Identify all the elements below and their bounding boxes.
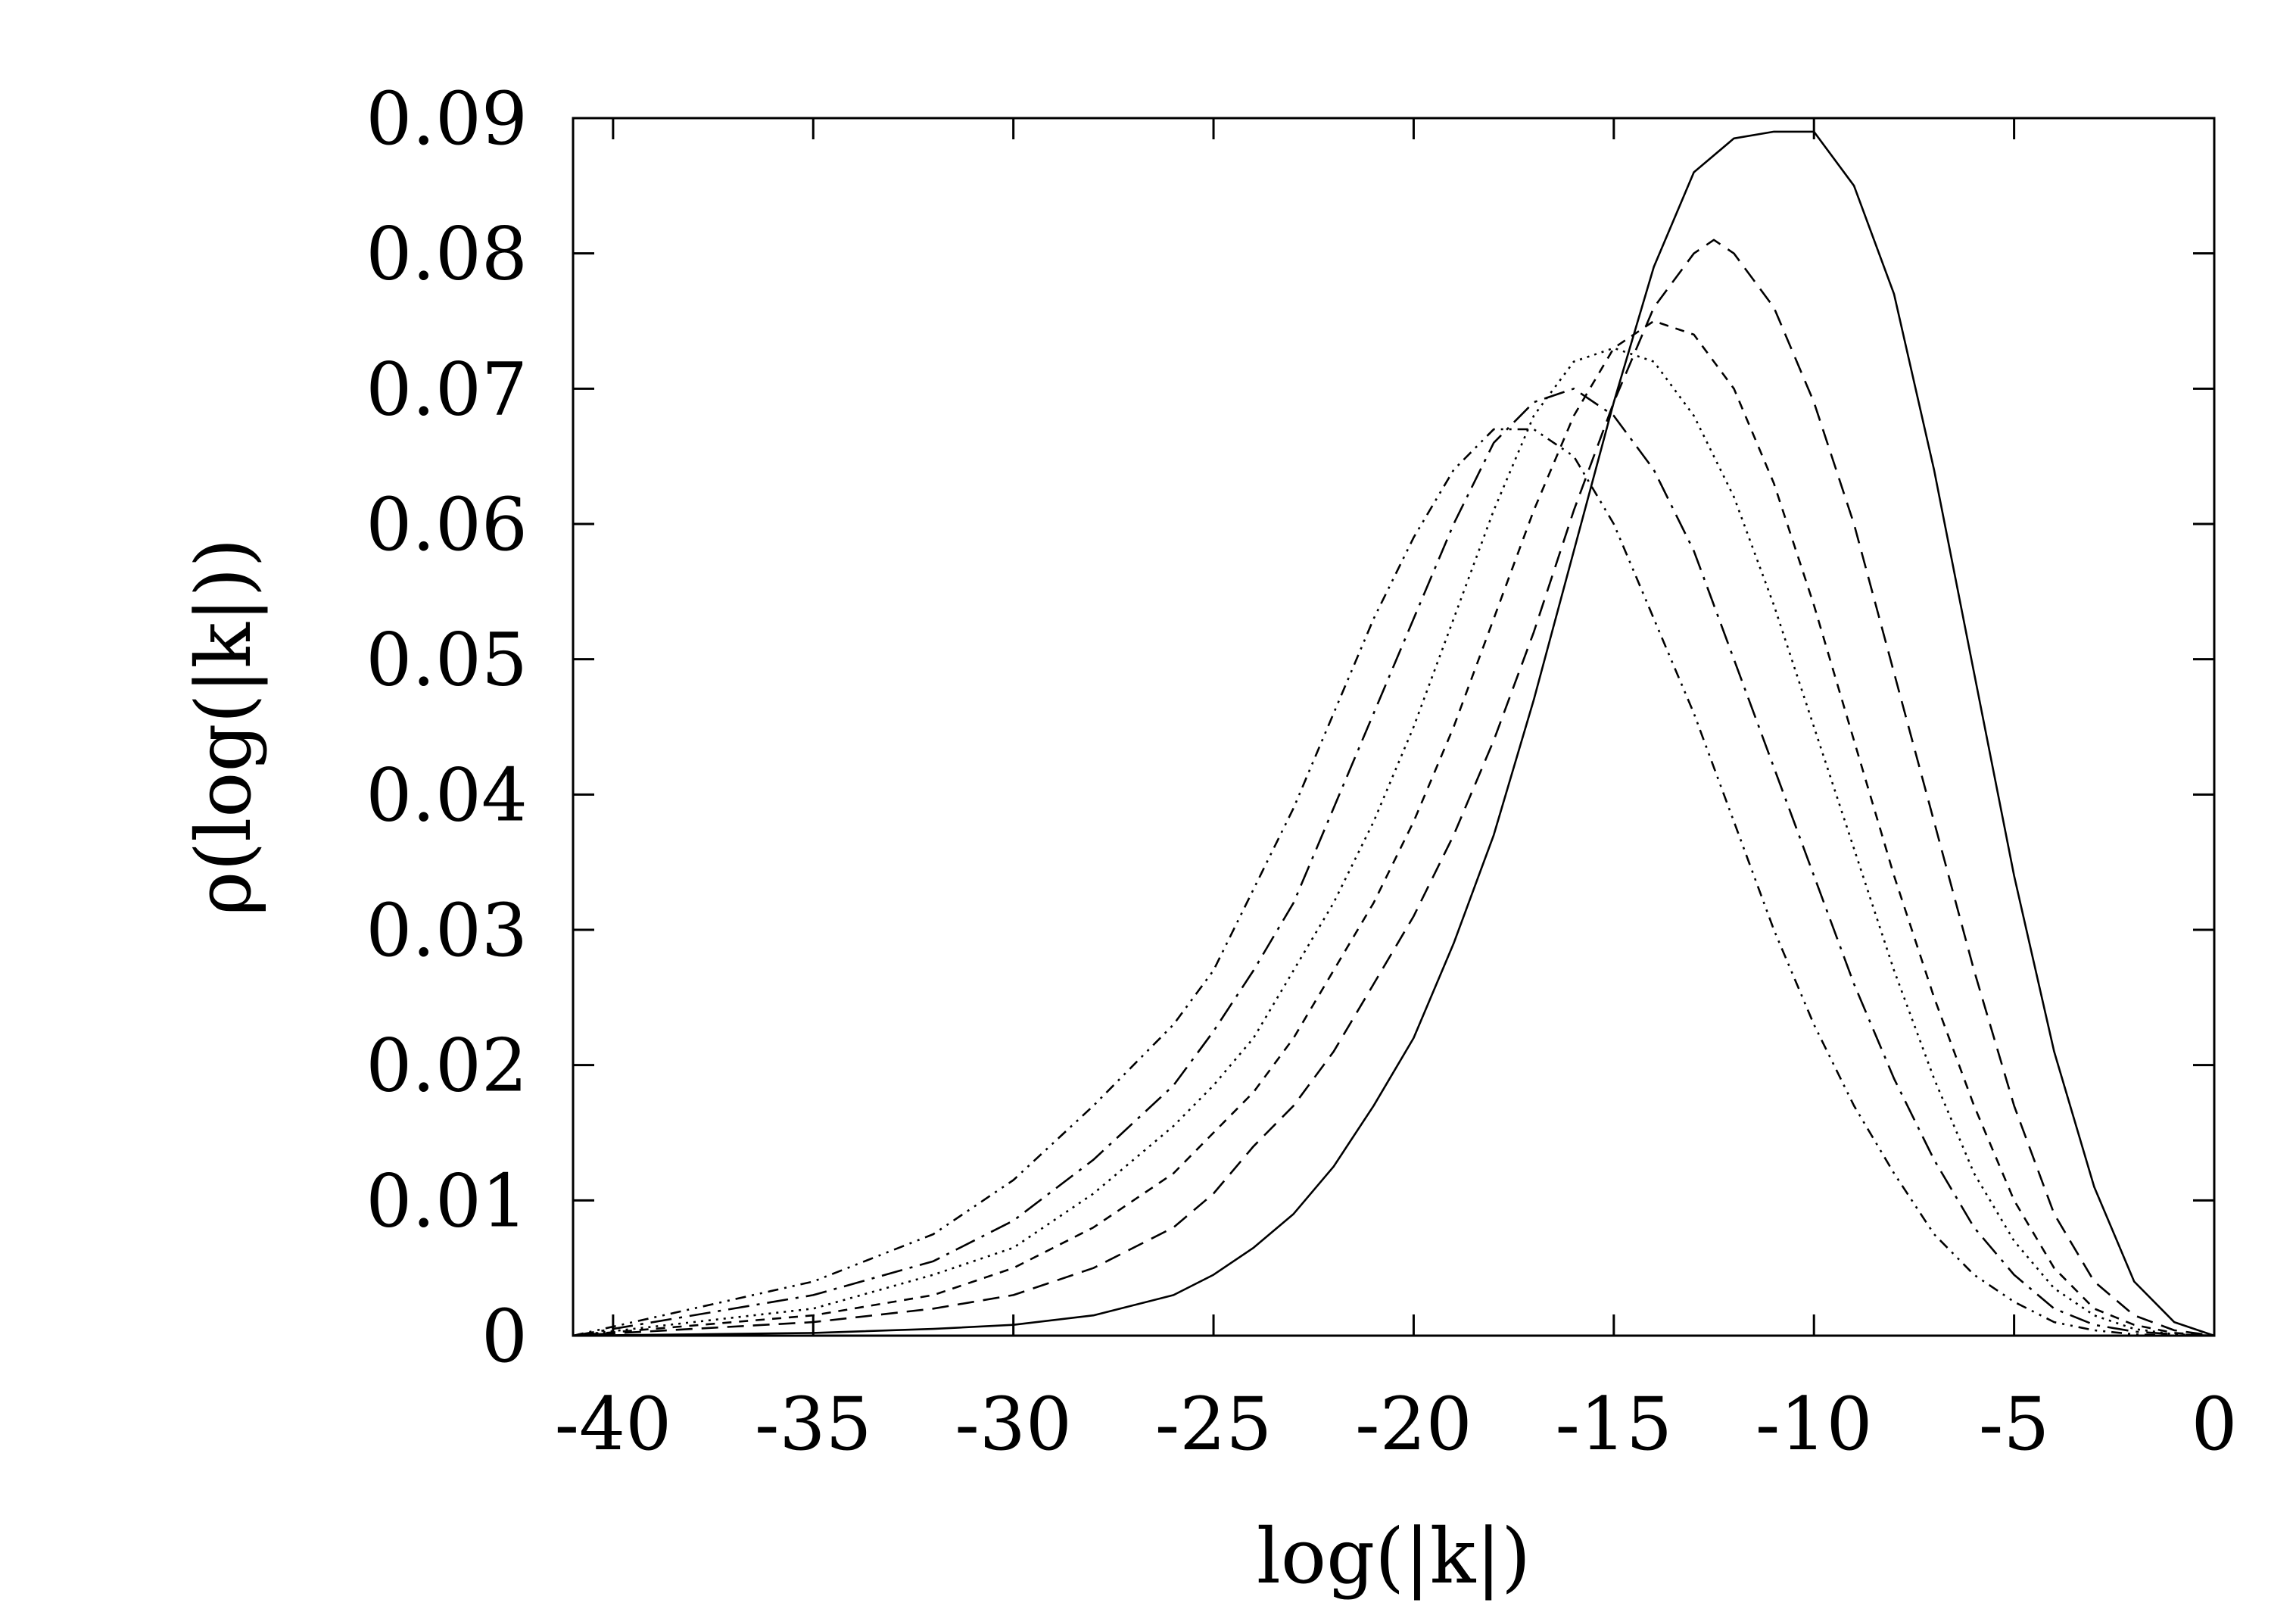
x-tick-label: -30 [955,1382,1072,1467]
series-line-3-short-dashed [572,320,2215,1337]
y-tick-label: 0.05 [366,618,528,703]
series-line-5-long-dash-dot [572,387,2215,1337]
y-tick-label: 0.03 [366,888,528,973]
series-line-6-dash-dot-dot [572,428,2214,1337]
x-tick-label: -25 [1155,1382,1273,1467]
x-tick-label: -40 [555,1382,672,1467]
y-tick-label: 0.09 [366,76,528,161]
x-tick-label: 0 [2191,1382,2237,1467]
series-group [572,130,2215,1337]
x-axis-title: log(|k|) [1257,1512,1531,1601]
y-tick-label: 0.06 [366,482,528,567]
y-tick-label: 0.07 [366,347,528,432]
y-tick-label: 0 [481,1294,528,1379]
axis-ticks [573,117,2216,1337]
y-tick-labels: 0 0.01 0.02 0.03 0.04 0.05 0.06 0.07 0.08 0.09 [366,76,528,1379]
y-tick-label: 0.01 [366,1158,528,1243]
x-tick-label: -35 [755,1382,872,1467]
x-tick-labels: -40 -35 -30 -25 -20 -15 -10 -5 0 [555,1382,2238,1467]
series-line-1-solid [572,130,2215,1337]
y-tick-label: 0.04 [366,753,528,837]
plot-frame [572,117,2216,1337]
x-tick-label: -10 [1755,1382,1873,1467]
series-line-4-dotted [572,347,2215,1337]
x-tick-label: -5 [1979,1382,2050,1467]
y-tick-label: 0.08 [366,212,528,297]
y-axis-title: ρ(log(|k|)) [179,538,268,915]
x-tick-label: -20 [1355,1382,1472,1467]
y-tick-label: 0.02 [366,1024,528,1109]
x-tick-label: -15 [1556,1382,1673,1467]
series-line-2-dashed [572,239,2215,1337]
